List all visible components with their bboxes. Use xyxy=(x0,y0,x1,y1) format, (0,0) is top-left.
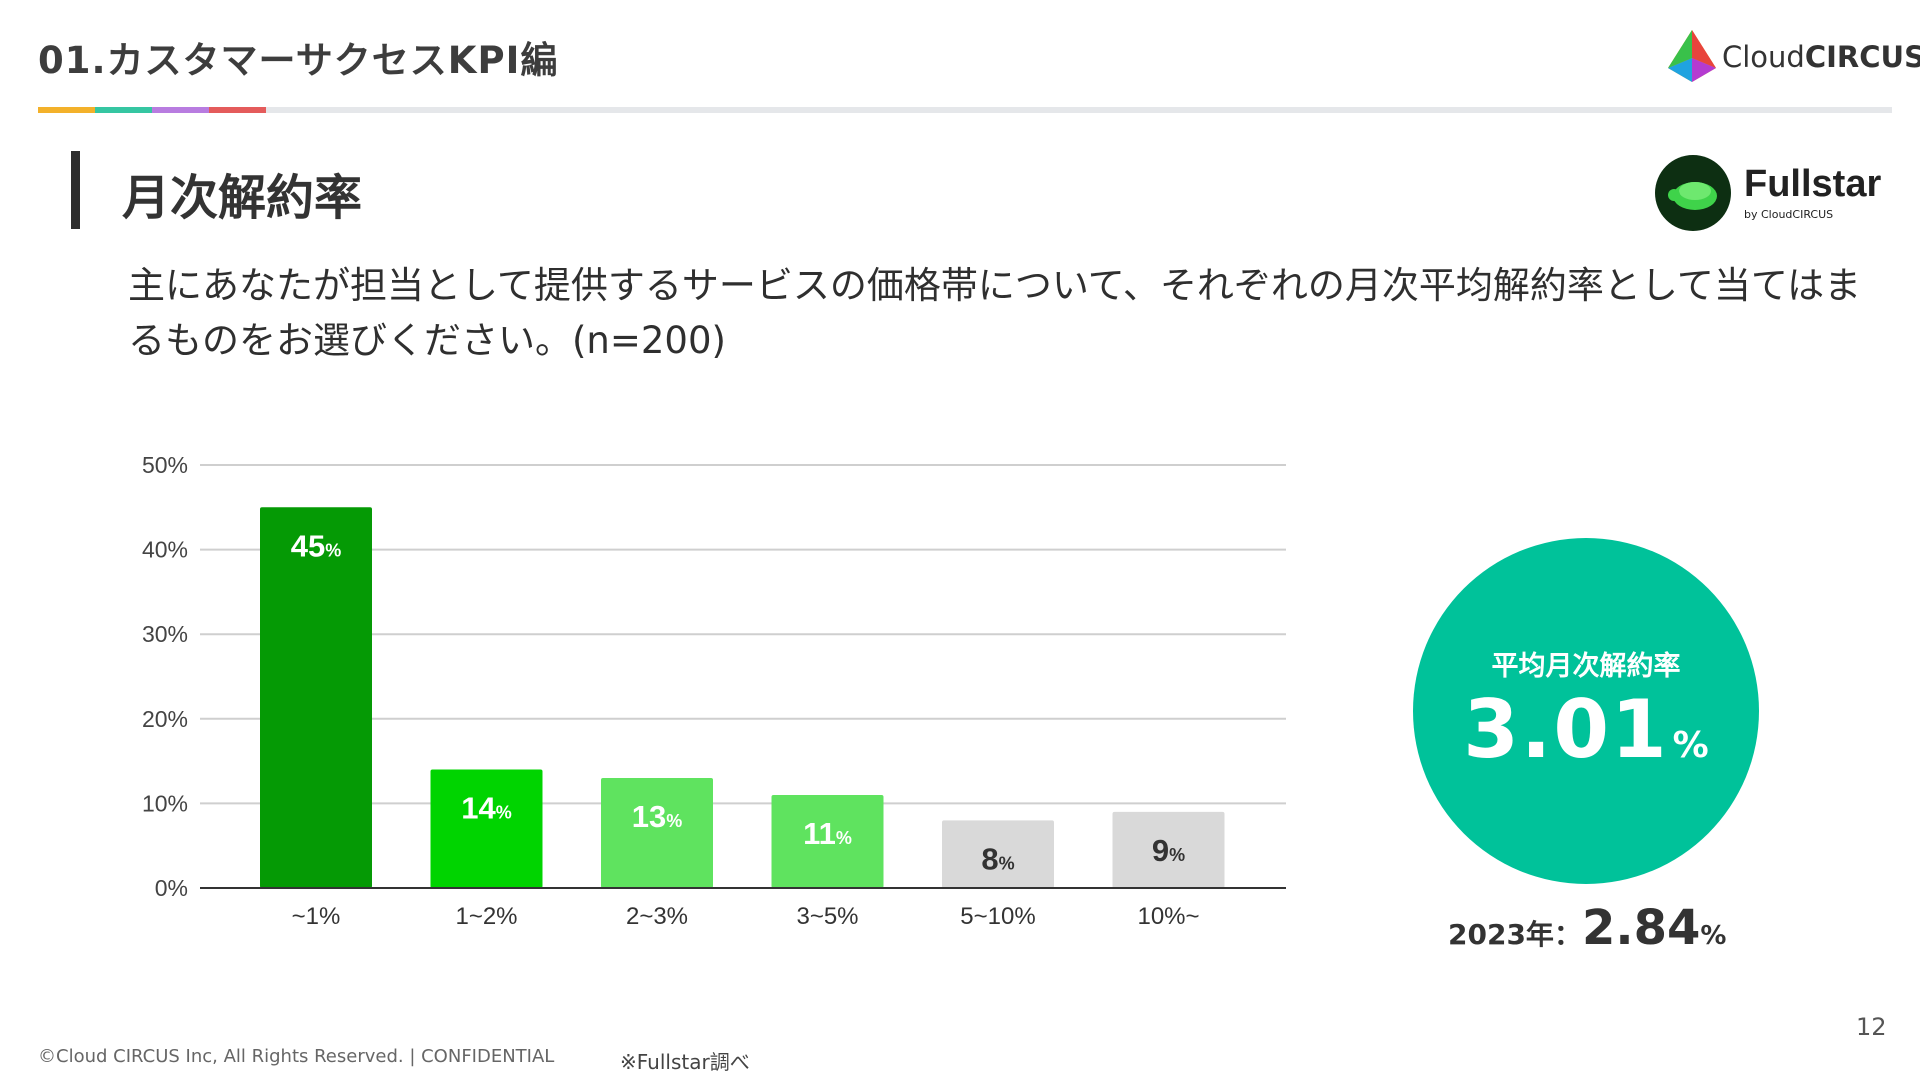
heading-accent-bar xyxy=(71,151,80,229)
header-rule xyxy=(38,107,1892,113)
data-label: 13% xyxy=(632,799,683,834)
cloudcircus-wordmark: CloudCIRCUS xyxy=(1722,40,1920,74)
y-tick-label: 50% xyxy=(142,452,188,478)
average-churn-circle: 平均月次解約率 3.01% xyxy=(1413,538,1759,884)
page-number: 12 xyxy=(1856,1013,1887,1041)
kpi-label: 平均月次解約率 xyxy=(1491,651,1681,682)
data-label: 14% xyxy=(461,791,512,826)
survey-question: 主にあなたが担当として提供するサービスの価格帯について、それぞれの月次平均解約率… xyxy=(128,264,1862,362)
fullstar-subtitle: by CloudCIRCUS xyxy=(1744,208,1834,221)
bar-10%~ xyxy=(1112,811,1225,888)
fullstar-logo xyxy=(1655,155,1731,231)
x-tick-label: 3~5% xyxy=(796,903,858,930)
data-label: 8% xyxy=(981,841,1014,876)
previous-year-value: 2.84 xyxy=(1581,900,1701,956)
y-tick-label: 30% xyxy=(142,621,188,647)
y-tick-label: 20% xyxy=(142,706,188,732)
x-tick-label: 5~10% xyxy=(960,903,1035,930)
footer-copyright: ©Cloud CIRCUS Inc, All Rights Reserved. … xyxy=(38,1046,555,1067)
x-tick-label: ~1% xyxy=(292,903,341,930)
previous-year-label: 2023年： xyxy=(1448,918,1582,951)
y-tick-label: 0% xyxy=(155,875,188,901)
kpi-value: 3.01% xyxy=(1413,683,1759,776)
y-tick-label: 10% xyxy=(142,790,188,816)
rule-segment xyxy=(38,107,95,113)
cloudcircus-logo xyxy=(1668,30,1716,82)
x-tick-label: 1~2% xyxy=(455,903,517,930)
kpi-unit: % xyxy=(1672,725,1709,766)
bar-3~5% xyxy=(771,794,884,888)
rule-segment xyxy=(152,107,209,113)
bar-~1% xyxy=(260,507,372,888)
data-label: 11% xyxy=(803,816,852,851)
previous-year-unit: % xyxy=(1700,921,1727,951)
y-tick-label: 40% xyxy=(142,537,188,563)
previous-year-churn: 2023年：2.84% xyxy=(1448,900,1728,956)
kpi-number: 3.01 xyxy=(1463,683,1669,776)
rule-segment xyxy=(95,107,152,113)
bar-2~3% xyxy=(601,778,713,888)
footer-source: ※Fullstar調べ xyxy=(620,1050,750,1074)
rule-segment xyxy=(209,107,266,113)
data-label: 45% xyxy=(291,528,342,563)
bar-5~10% xyxy=(942,820,1054,888)
fullstar-name: Fullstar xyxy=(1744,163,1882,205)
data-label: 9% xyxy=(1152,833,1185,868)
section-title: 01.カスタマーサクセスKPI編 xyxy=(38,39,559,82)
x-tick-label: 2~3% xyxy=(626,903,688,930)
page-heading: 月次解約率 xyxy=(122,170,363,226)
bar-1~2% xyxy=(430,769,543,888)
x-tick-label: 10%~ xyxy=(1137,903,1199,930)
